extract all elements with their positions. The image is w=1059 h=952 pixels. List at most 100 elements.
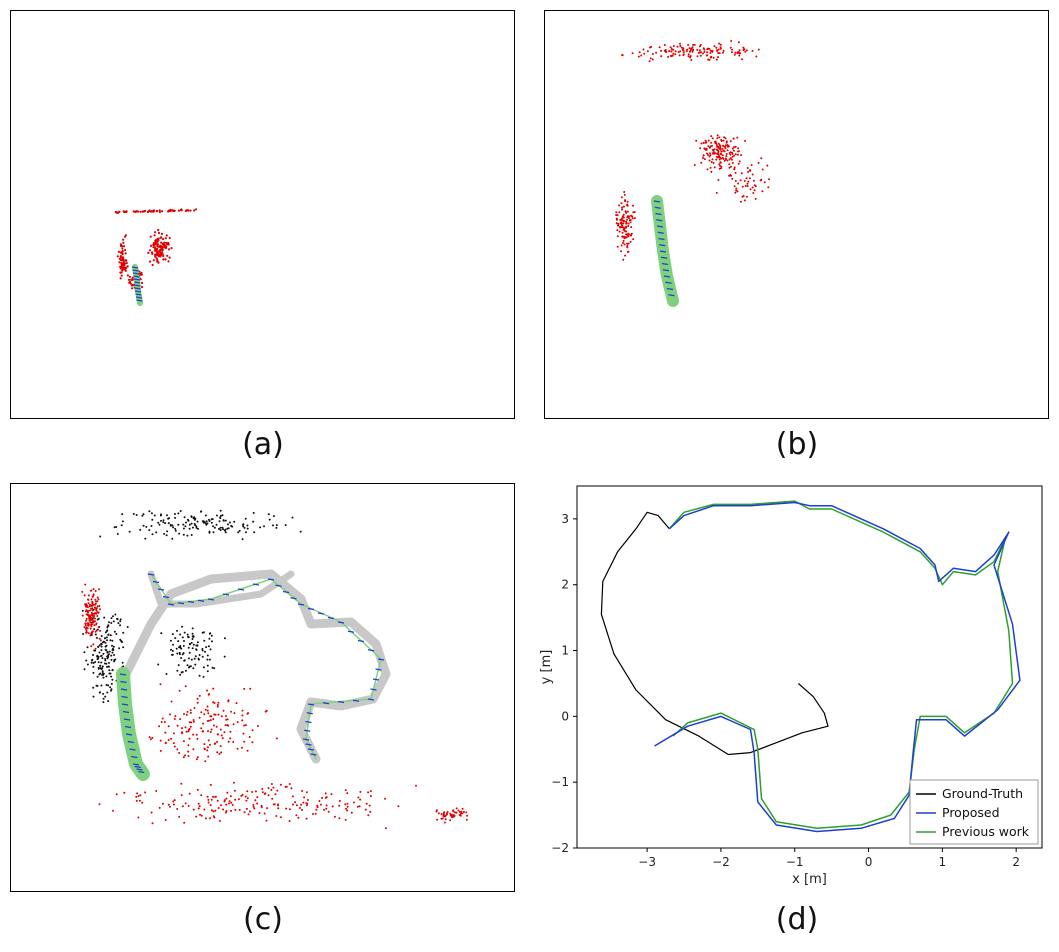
map-point — [224, 724, 227, 727]
keyframe-marker — [367, 649, 375, 652]
map-point — [167, 210, 170, 213]
keyframe-marker — [121, 695, 128, 699]
map-point — [260, 806, 263, 809]
map-point — [730, 51, 733, 54]
keyframe-marker — [157, 588, 165, 591]
map-point — [177, 209, 180, 212]
map-point — [212, 525, 215, 528]
map-point — [94, 617, 96, 620]
map-point — [622, 222, 625, 225]
map-point — [192, 748, 195, 751]
map-point — [633, 217, 636, 220]
map-point — [128, 530, 131, 533]
map-point — [192, 636, 195, 638]
map-point — [207, 719, 210, 722]
map-point — [111, 668, 114, 671]
map-point — [220, 715, 223, 718]
map-point — [215, 725, 218, 728]
map-point — [87, 598, 90, 601]
map-point — [150, 244, 153, 247]
map-point — [207, 730, 209, 733]
map-point — [200, 510, 203, 513]
map-point — [700, 161, 703, 164]
map-point — [92, 643, 95, 646]
map-point — [184, 525, 187, 528]
map-point — [177, 523, 180, 526]
map-point — [442, 814, 445, 817]
map-point — [101, 674, 104, 676]
map-point — [219, 526, 222, 529]
map-point — [751, 186, 754, 189]
map-point — [83, 594, 86, 597]
map-point — [197, 658, 200, 661]
map-point — [241, 709, 244, 712]
map-point — [163, 532, 166, 535]
map-point — [92, 686, 95, 689]
map-point — [172, 800, 175, 803]
map-point — [720, 150, 723, 153]
map-point — [212, 810, 215, 813]
map-point — [208, 637, 211, 640]
map-point — [84, 604, 87, 607]
map-point — [174, 513, 176, 515]
map-point — [650, 45, 653, 48]
map-point — [135, 799, 138, 802]
map-point — [108, 621, 110, 624]
map-point — [210, 521, 213, 524]
legend-entry: Previous work — [942, 824, 1030, 839]
map-point — [172, 732, 175, 735]
map-point — [187, 805, 190, 807]
map-point — [716, 49, 718, 52]
map-point — [131, 276, 134, 279]
map-point — [183, 640, 185, 642]
map-point — [201, 730, 204, 733]
map-point — [142, 513, 145, 516]
map-point — [94, 647, 97, 650]
map-point — [86, 622, 89, 625]
map-point — [466, 814, 469, 817]
map-point — [256, 796, 259, 799]
map-point — [223, 655, 226, 658]
map-point — [158, 209, 161, 212]
map-point — [615, 222, 618, 225]
map-point — [167, 803, 170, 806]
keyframe-marker — [120, 680, 127, 684]
map-point — [285, 785, 288, 788]
map-point — [223, 637, 226, 640]
map-point — [160, 251, 163, 255]
map-point — [233, 520, 236, 523]
map-point — [359, 790, 362, 793]
map-point — [233, 789, 236, 792]
map-point — [150, 525, 153, 527]
map-point — [721, 154, 724, 157]
map-point — [295, 804, 298, 807]
map-point — [251, 791, 254, 793]
map-point — [275, 526, 278, 529]
map-point — [186, 633, 189, 636]
keyframe-marker — [207, 598, 215, 601]
map-point — [207, 712, 210, 715]
map-point — [718, 136, 721, 139]
map-point — [136, 792, 139, 795]
map-point — [748, 177, 751, 180]
map-point — [176, 748, 179, 751]
map-point — [734, 145, 737, 148]
map-point — [338, 804, 341, 807]
map-point — [736, 153, 739, 156]
map-point — [187, 750, 190, 753]
map-point — [184, 754, 186, 757]
map-point — [717, 179, 720, 181]
map-point — [191, 627, 194, 630]
map-point — [171, 524, 174, 527]
map-point — [108, 672, 111, 675]
map-point — [217, 701, 220, 704]
map-point — [152, 209, 156, 212]
map-point — [174, 529, 177, 532]
caption-a: (a) — [242, 427, 284, 462]
map-point — [368, 804, 371, 807]
map-point — [115, 633, 118, 635]
keyframe-marker — [660, 256, 668, 259]
map-point — [619, 222, 622, 225]
keyframe-marker — [282, 590, 290, 594]
map-point — [665, 50, 668, 53]
